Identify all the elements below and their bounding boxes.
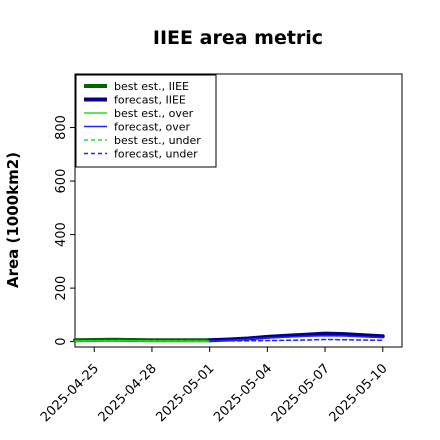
- y-axis-label: Area (1000km2): [4, 152, 22, 288]
- x-tick-label: 2025-04-25: [38, 361, 102, 425]
- x-tick-label: 2025-04-28: [96, 361, 160, 425]
- legend-label-6: forecast, under: [114, 148, 198, 161]
- chart-title: IIEE area metric: [153, 27, 323, 49]
- plot-frame: [74, 73, 403, 348]
- legend-label-3: best est., over: [114, 107, 194, 120]
- series-line-4: [208, 335, 384, 342]
- x-tick-label: 2025-05-10: [327, 361, 391, 425]
- series-line-6: [208, 338, 384, 342]
- legend-label-5: best est., under: [114, 134, 201, 147]
- x-tick-label: 2025-05-01: [153, 361, 217, 425]
- legend-label-4: forecast, over: [114, 121, 190, 134]
- y-tick-label: 0: [54, 338, 69, 346]
- y-tick-label: 600: [54, 169, 69, 194]
- legend-label-2: forecast, IIEE: [114, 94, 186, 107]
- y-tick-label: 800: [54, 115, 69, 140]
- series-line-2: [207, 331, 385, 343]
- x-tick-label: 2025-05-04: [211, 361, 275, 425]
- legend-label-1: best est., IIEE: [114, 80, 189, 93]
- y-tick-label: 400: [54, 222, 69, 247]
- x-tick-label: 2025-05-07: [269, 361, 333, 425]
- legend-box: [75, 74, 217, 168]
- y-tick-label: 200: [54, 276, 69, 301]
